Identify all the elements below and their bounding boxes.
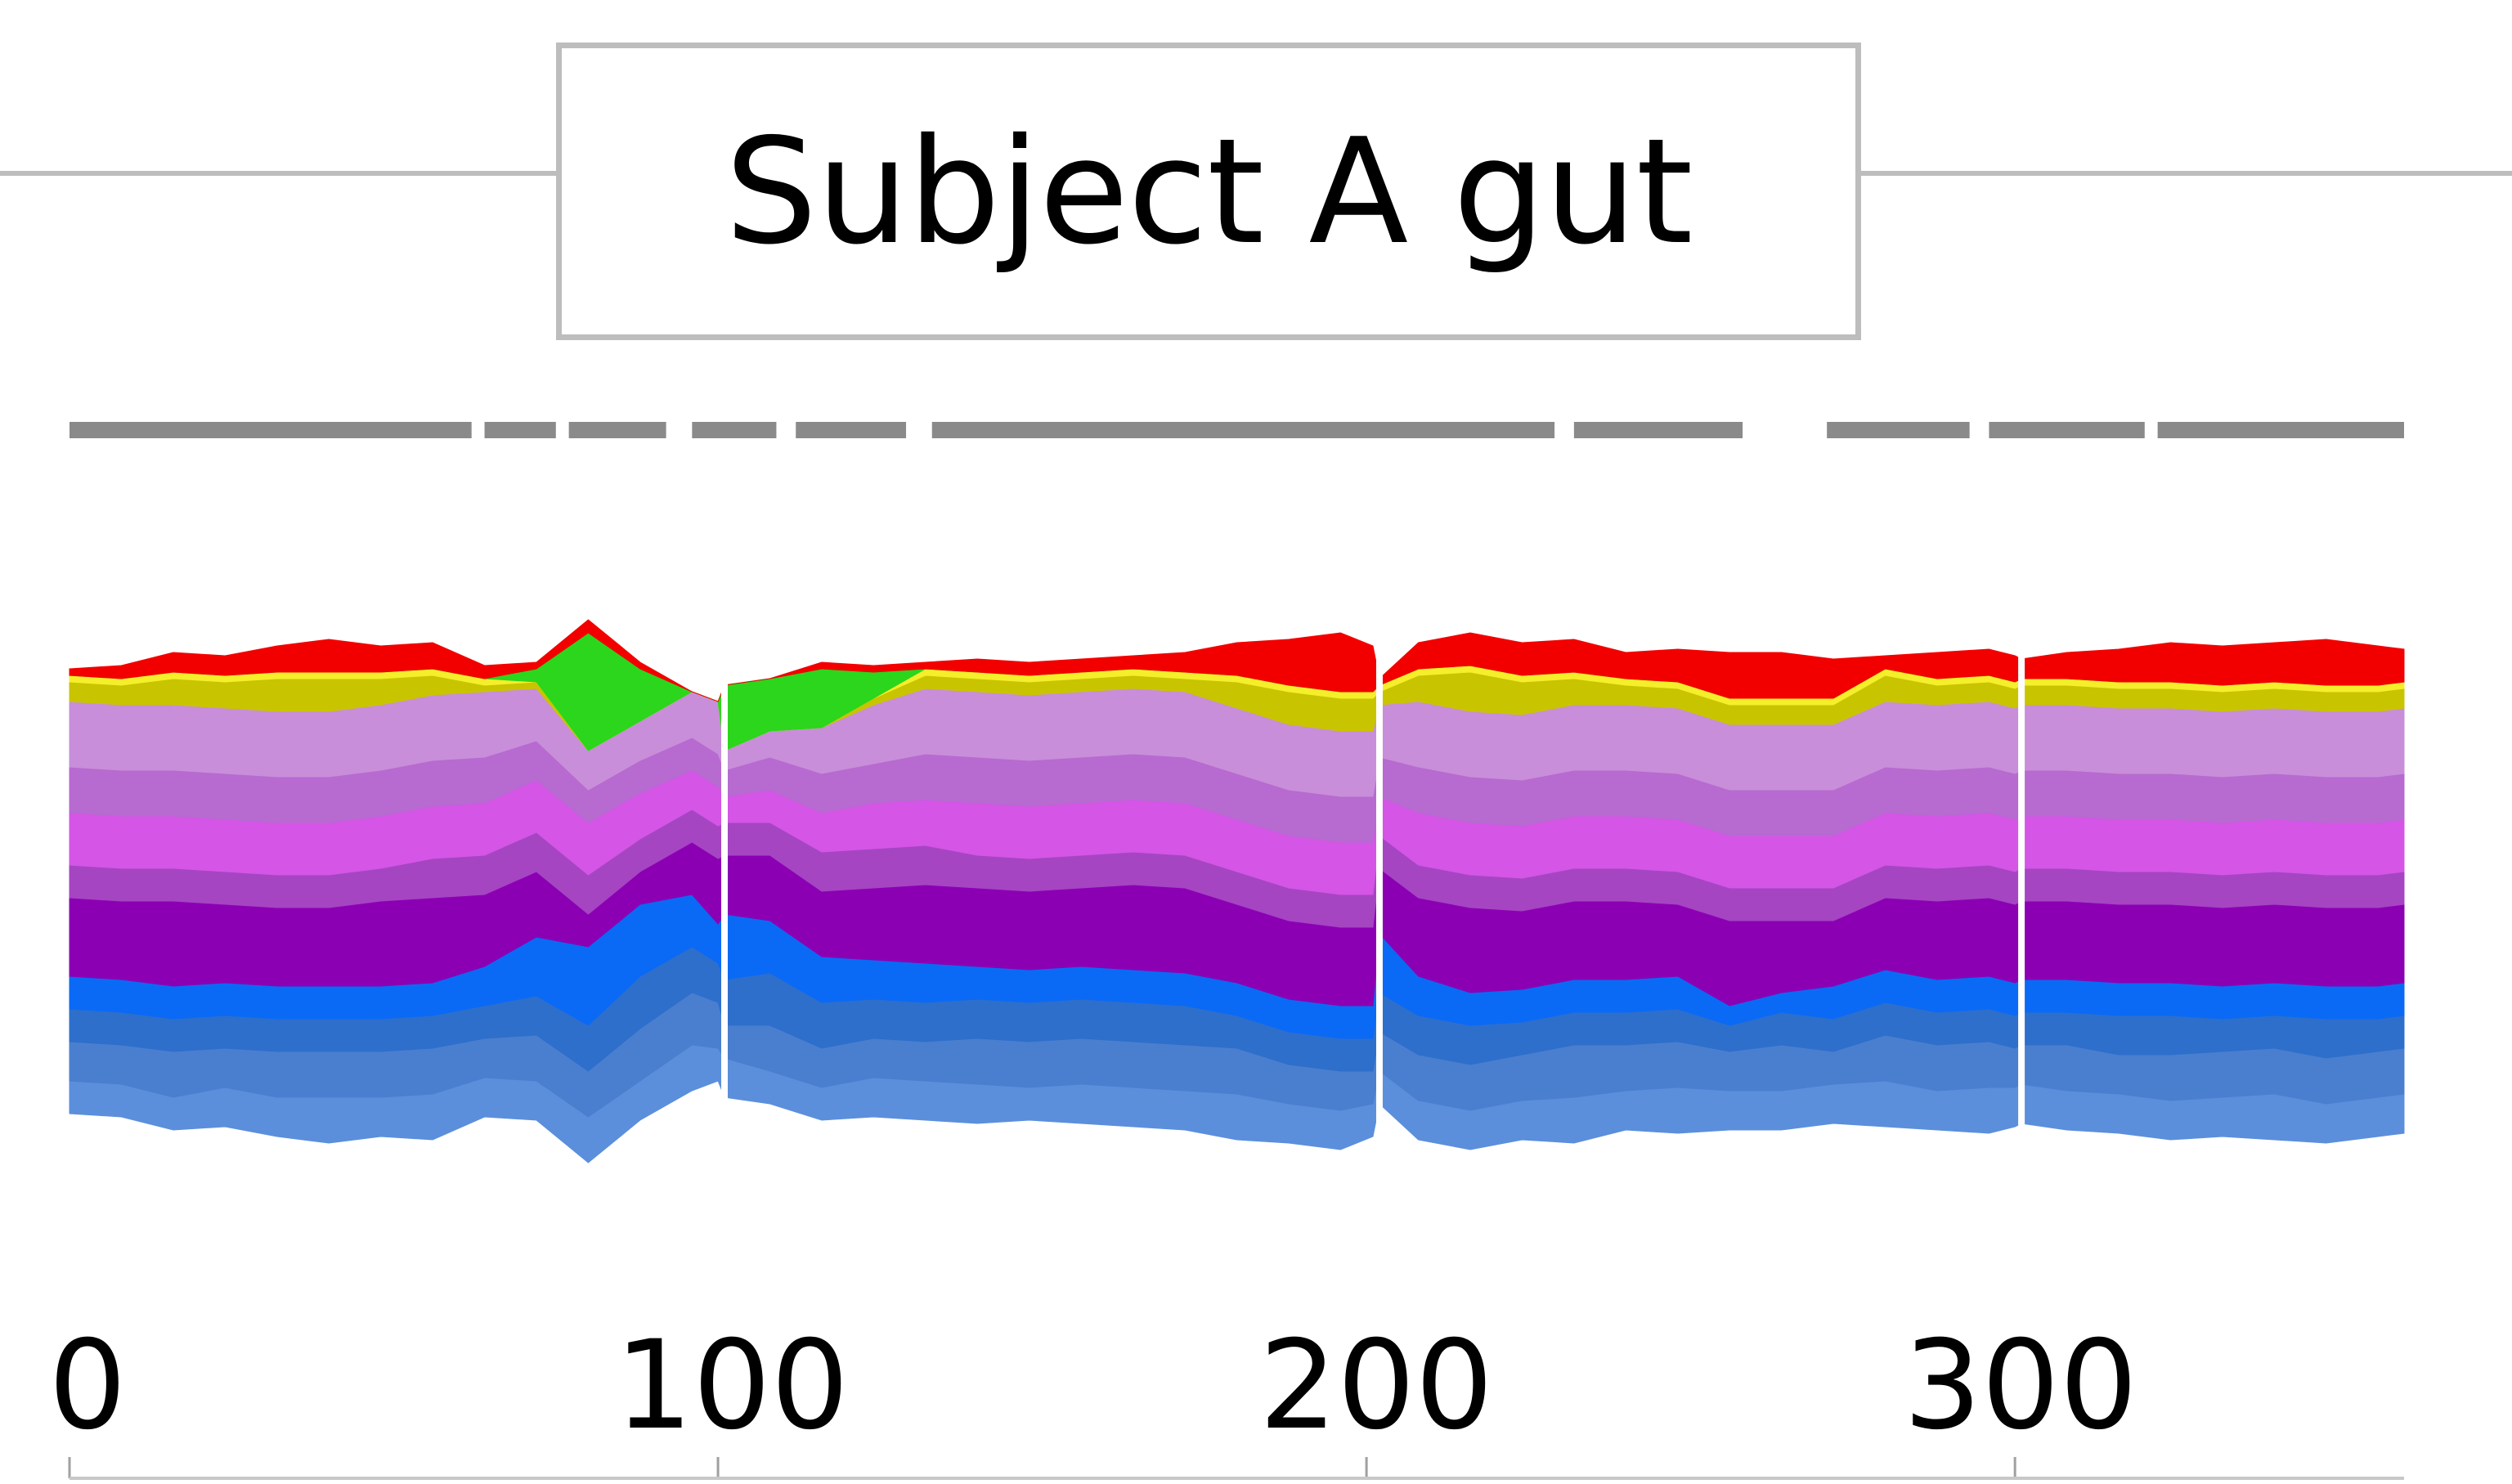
sampling-segment bbox=[568, 422, 666, 438]
series-area bbox=[69, 619, 2405, 702]
sampling-segment bbox=[1989, 422, 2145, 438]
sampling-segment bbox=[1573, 422, 1743, 438]
sampling-segment bbox=[2157, 422, 2404, 438]
panel-separator bbox=[720, 458, 728, 1316]
x-tick-label: 300 bbox=[1903, 1315, 2138, 1457]
sampling-segment bbox=[931, 422, 1555, 438]
chart-title: Subject A gut bbox=[724, 106, 1693, 276]
panel-separator bbox=[1375, 458, 1383, 1316]
sampling-segment bbox=[796, 422, 907, 438]
title-box: Subject A gut bbox=[556, 43, 1861, 340]
sampling-segment bbox=[692, 422, 777, 438]
sampling-segment bbox=[70, 422, 472, 438]
panel-separator bbox=[2018, 458, 2025, 1316]
x-tick-label: 200 bbox=[1258, 1315, 1494, 1457]
title-rule-left bbox=[0, 171, 556, 176]
sampling-segment bbox=[484, 422, 556, 438]
x-tick-label: 0 bbox=[48, 1315, 127, 1457]
title-rule-right bbox=[1861, 171, 2512, 176]
sampling-segment bbox=[1827, 422, 1970, 438]
x-tick-label: 100 bbox=[614, 1315, 850, 1457]
